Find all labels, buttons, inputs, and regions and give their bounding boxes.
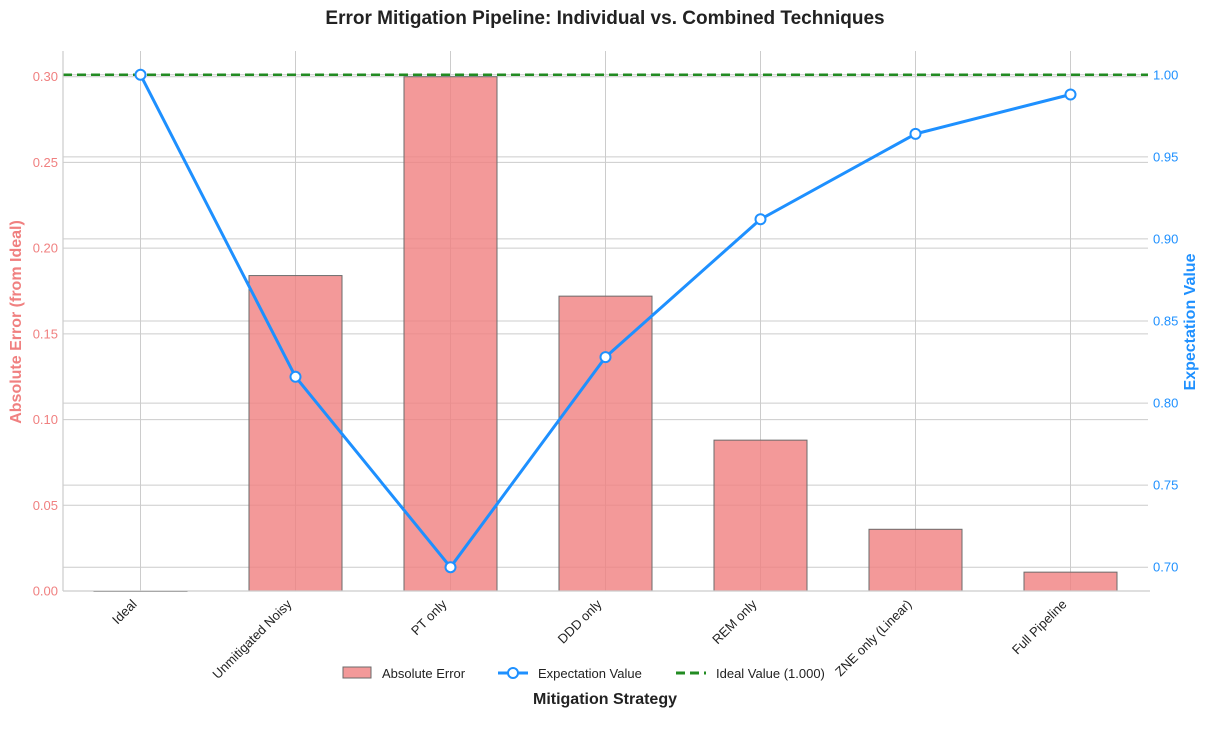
y-right-tick-label: 0.75 [1153, 478, 1178, 493]
expectation-value-point [754, 213, 767, 226]
expectation-value-point [289, 370, 302, 383]
line-layer [63, 68, 1148, 574]
legend-marker-expectation-value [507, 667, 519, 679]
x-tick-label: REM only [709, 596, 760, 647]
bar-absolute-error [1023, 571, 1118, 592]
legend-label-ideal-value: Ideal Value (1.000) [716, 666, 825, 681]
y-left-tick-label: 0.05 [33, 498, 58, 513]
x-tick-label: ZNE only (Linear) [832, 597, 915, 680]
bar-absolute-error [868, 528, 963, 592]
legend-swatch-absolute-error [342, 666, 372, 679]
expectation-value-point [134, 68, 147, 81]
y-axis-left-label: Absolute Error (from Ideal) [8, 220, 25, 424]
expectation-value-point [444, 561, 457, 574]
y-right-tick-label: 0.95 [1153, 149, 1178, 164]
y-left-tick-label: 0.15 [33, 326, 58, 341]
y-left-tick-label: 0.25 [33, 155, 58, 170]
chart-title: Error Mitigation Pipeline: Individual vs… [325, 8, 884, 29]
y-right-tick-label: 0.80 [1153, 396, 1178, 411]
bar-absolute-error [558, 295, 653, 592]
legend-label-expectation-value: Expectation Value [538, 666, 642, 681]
x-tick-label: Full Pipeline [1009, 597, 1070, 658]
y-axis-right-label: Expectation Value [1182, 253, 1199, 390]
bar-absolute-error [713, 439, 808, 592]
y-right-tick-label: 0.90 [1153, 231, 1178, 246]
x-tick-label: DDD only [555, 596, 605, 646]
y-left-tick-label: 0.00 [33, 584, 58, 599]
bar-absolute-error [248, 275, 343, 592]
y-left-tick-label: 0.10 [33, 412, 58, 427]
y-right-tick-label: 0.85 [1153, 314, 1178, 329]
bar-layer [93, 76, 1118, 592]
x-tick-label: PT only [408, 596, 450, 638]
x-axis-label: Mitigation Strategy [533, 691, 677, 708]
legend-label-absolute-error: Absolute Error [382, 666, 466, 681]
bar-absolute-error [403, 76, 498, 592]
y-left-tick-label: 0.30 [33, 69, 58, 84]
legend: Absolute Error Expectation Value Ideal V… [342, 666, 825, 681]
expectation-value-point [909, 127, 922, 140]
expectation-value-point [1064, 88, 1077, 101]
y-right-tick-label: 0.70 [1153, 560, 1178, 575]
y-right-tick-label: 1.00 [1153, 67, 1178, 82]
y-left-tick-label: 0.20 [33, 241, 58, 256]
x-tick-label: Ideal [109, 596, 140, 627]
expectation-value-point [599, 351, 612, 364]
x-tick-label: Unmitigated Noisy [209, 596, 295, 682]
